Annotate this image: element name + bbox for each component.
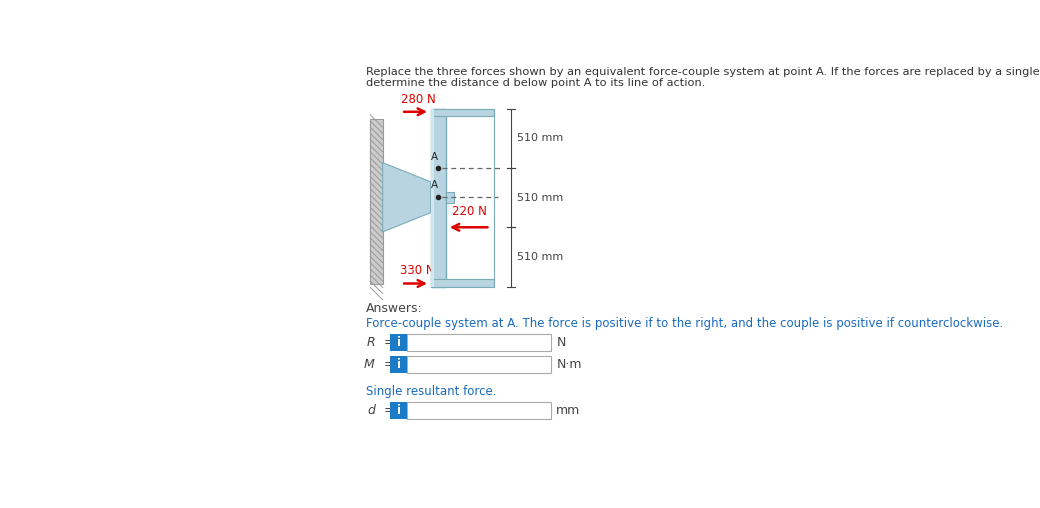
Bar (370, 119, 383, 284)
Text: R: R (366, 336, 374, 350)
FancyBboxPatch shape (390, 334, 408, 351)
Text: i: i (397, 404, 401, 417)
Text: Force-couple system at A. The force is positive if to the right, and the couple : Force-couple system at A. The force is p… (366, 318, 1004, 330)
Text: 510 mm: 510 mm (517, 252, 563, 262)
Text: d: d (367, 404, 374, 417)
Bar (431, 279, 494, 287)
Text: 510 mm: 510 mm (517, 133, 563, 143)
Text: determine the distance d below point A to its line of action.: determine the distance d below point A t… (366, 78, 706, 88)
Text: 280 N: 280 N (401, 92, 436, 106)
Text: 510 mm: 510 mm (517, 193, 563, 203)
Text: N·m: N·m (556, 358, 581, 371)
FancyBboxPatch shape (390, 402, 408, 419)
Bar (431, 109, 494, 116)
Text: mm: mm (556, 404, 580, 417)
Text: N: N (556, 336, 566, 350)
Text: A: A (431, 180, 438, 190)
Text: i: i (397, 336, 401, 350)
Bar (431, 109, 434, 287)
FancyBboxPatch shape (408, 334, 551, 351)
Text: Answers:: Answers: (366, 302, 423, 315)
Bar (431, 109, 446, 287)
Text: 220 N: 220 N (451, 205, 487, 218)
Text: Replace the three forces shown by an equivalent force-couple system at point A. : Replace the three forces shown by an equ… (366, 67, 1040, 77)
Text: 330 N: 330 N (399, 264, 435, 277)
Text: A: A (431, 152, 438, 162)
Text: =: = (381, 336, 395, 350)
Text: M: M (364, 358, 374, 371)
FancyBboxPatch shape (408, 402, 551, 419)
FancyBboxPatch shape (408, 356, 551, 373)
Text: =: = (381, 358, 395, 371)
Text: Single resultant force.: Single resultant force. (366, 385, 497, 398)
FancyBboxPatch shape (390, 356, 408, 373)
Text: i: i (397, 358, 401, 371)
Text: =: = (381, 404, 395, 417)
Bar (446, 192, 453, 203)
Polygon shape (383, 163, 431, 232)
